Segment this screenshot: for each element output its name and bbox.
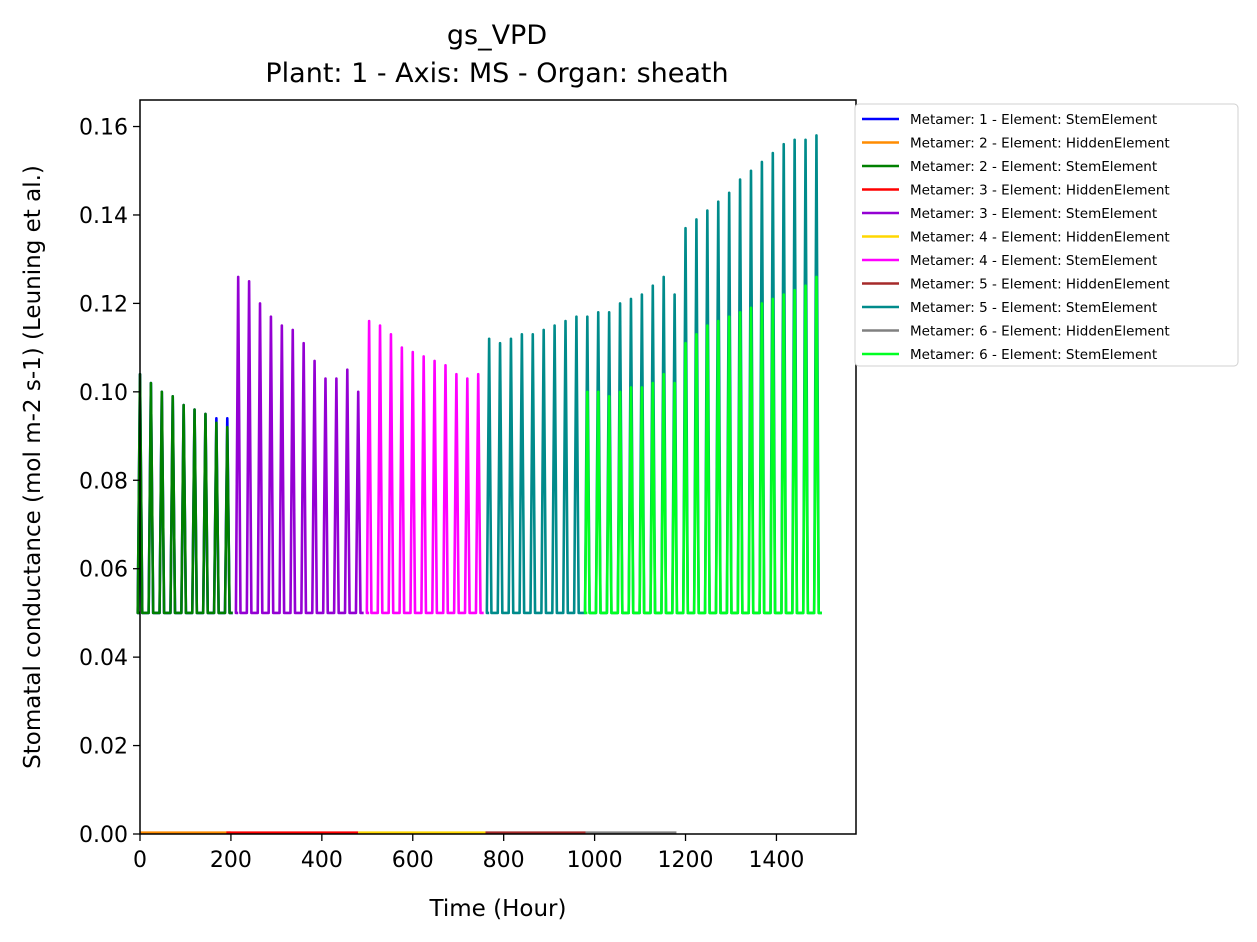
y-tick-label: 0.14 <box>79 204 128 229</box>
y-tick-label: 0.06 <box>79 558 128 583</box>
plot-area <box>139 99 857 835</box>
legend-entry: Metamer: 4 - Element: StemElement <box>910 253 1157 269</box>
y-axis-ticks: 0.00 0.02 0.04 0.06 0.08 0.10 0.12 0.14 0.16 <box>79 116 140 848</box>
x-tick-label: 400 <box>301 848 343 873</box>
legend-entry: Metamer: 2 - Element: StemElement <box>910 159 1157 175</box>
legend-entry: Metamer: 2 - Element: HiddenElement <box>910 136 1170 152</box>
x-tick-label: 0 <box>133 848 147 873</box>
y-tick-label: 0.10 <box>79 381 128 406</box>
x-tick-label: 600 <box>392 848 434 873</box>
series-line-5 <box>234 275 364 615</box>
legend-entry: Metamer: 1 - Element: StemElement <box>910 112 1157 128</box>
y-tick-label: 0.16 <box>79 116 128 141</box>
legend-entry: Metamer: 5 - Element: StemElement <box>910 300 1157 316</box>
series-line-7 <box>365 319 484 615</box>
y-axis-label: Stomatal conductance (mol m-2 s-1) (Leun… <box>20 165 46 769</box>
series-line-3 <box>136 372 233 615</box>
x-tick-label: 200 <box>210 848 252 873</box>
x-tick-label: 1200 <box>658 848 714 873</box>
legend-items: Metamer: 1 - Element: StemElement Metamer… <box>862 112 1170 363</box>
x-tick-label: 1400 <box>748 848 804 873</box>
chart-title: gs_VPD <box>447 20 547 51</box>
x-axis-label: Time (Hour) <box>429 896 567 922</box>
legend-entry: Metamer: 6 - Element: HiddenElement <box>910 324 1170 340</box>
y-tick-label: 0.00 <box>79 823 128 848</box>
legend: Metamer: 1 - Element: StemElement Metamer… <box>854 103 1239 367</box>
legend-entry: Metamer: 3 - Element: HiddenElement <box>910 183 1170 199</box>
series-line-11 <box>583 275 822 615</box>
x-axis-ticks: 0 200 400 600 800 1000 1200 1400 <box>133 834 804 873</box>
chart-subtitle: Plant: 1 - Axis: MS - Organ: sheath <box>265 58 728 89</box>
y-tick-label: 0.12 <box>79 292 128 317</box>
legend-entry: Metamer: 4 - Element: HiddenElement <box>910 230 1170 246</box>
x-tick-label: 800 <box>483 848 525 873</box>
y-tick-label: 0.08 <box>79 469 128 494</box>
legend-entry: Metamer: 5 - Element: HiddenElement <box>910 277 1170 293</box>
series-layer <box>136 134 822 834</box>
y-tick-label: 0.04 <box>79 646 128 671</box>
y-tick-label: 0.02 <box>79 735 128 760</box>
legend-entry: Metamer: 6 - Element: StemElement <box>910 347 1157 363</box>
legend-box <box>854 103 1239 367</box>
legend-entry: Metamer: 3 - Element: StemElement <box>910 206 1157 222</box>
x-tick-label: 1000 <box>567 848 623 873</box>
